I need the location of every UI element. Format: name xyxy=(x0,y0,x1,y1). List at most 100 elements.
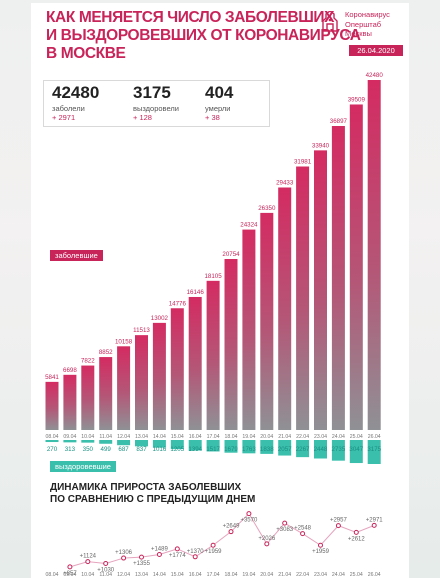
line-date-label: 21.04 xyxy=(278,572,291,578)
stat-infected-value: 42480 xyxy=(52,83,100,102)
line-date-label: 23.04 xyxy=(314,572,327,578)
recovered-value-label: 350 xyxy=(83,446,94,453)
increase-point xyxy=(103,560,109,566)
stat-infected: 42480 заболели + 2971 xyxy=(52,83,99,122)
recovered-bar xyxy=(81,440,95,443)
title-line-2: И ВЫЗДОРОВЕВШИХ ОТ КОРОНАВИРУСА xyxy=(46,27,361,44)
kremlin-logo-icon xyxy=(322,11,338,32)
recovered-bar xyxy=(242,440,256,454)
line-date-label: 10.04 xyxy=(81,572,94,578)
sick-bar xyxy=(349,104,363,430)
recovered-bar xyxy=(63,440,77,443)
sick-bar xyxy=(314,150,327,430)
date-label: 25.04 xyxy=(350,434,363,440)
recovered-bars xyxy=(45,440,381,464)
line-date-label: 25.04 xyxy=(350,572,363,578)
increase-label: +2612 xyxy=(348,536,366,542)
sick-bar xyxy=(331,125,345,430)
line-date-label: 16.04 xyxy=(189,572,202,578)
recovered-value-label: 2448 xyxy=(314,446,328,453)
recovered-bar xyxy=(224,440,238,453)
sick-value-label: 7822 xyxy=(81,358,95,365)
line-date-label: 22.04 xyxy=(296,572,309,578)
line-date-label: 20.04 xyxy=(260,572,273,578)
title-line-3: В МОСКВЕ xyxy=(46,45,126,62)
recovered-bar xyxy=(260,440,274,454)
stat-deaths-delta: + 38 xyxy=(205,113,220,122)
increase-point xyxy=(156,551,162,557)
recovered-value-label: 2057 xyxy=(278,446,292,453)
increase-point xyxy=(85,559,91,565)
sick-bar xyxy=(224,259,238,430)
increase-label: +1306 xyxy=(115,550,133,556)
recovered-bar xyxy=(278,440,292,456)
stat-deaths: 404 умерли + 38 xyxy=(205,83,233,122)
sick-value-label: 20754 xyxy=(222,251,240,258)
recovered-bar xyxy=(188,440,202,451)
recovered-bar xyxy=(170,440,184,450)
recovered-value-label: 1763 xyxy=(242,446,256,453)
increase-point xyxy=(246,511,252,517)
date-label: 19.04 xyxy=(242,434,255,440)
stat-deaths-label: умерли xyxy=(205,104,231,113)
increase-label: +1959 xyxy=(312,549,330,555)
date-label: 17.04 xyxy=(207,434,220,440)
sick-value-label: 6698 xyxy=(63,367,77,374)
increase-label: +1489 xyxy=(151,546,169,552)
recovered-value-labels: 270 313 350 499 687 837 1016 1205 1394 1517 1679 17… xyxy=(47,446,382,453)
increase-point xyxy=(67,564,73,570)
line-date-label: 09.04 xyxy=(63,572,76,578)
date-badge: 26.04.2020 xyxy=(349,45,403,56)
increase-label: +3570 xyxy=(240,518,258,524)
increase-label: +1959 xyxy=(205,549,223,555)
recovered-value-label: 3175 xyxy=(367,446,381,453)
recovered-bar xyxy=(296,440,310,458)
sick-value-label: 42480 xyxy=(366,72,384,79)
sick-bar xyxy=(367,80,381,430)
recovered-value-label: 2735 xyxy=(332,446,346,453)
date-label: 20.04 xyxy=(260,434,273,440)
recovered-bar xyxy=(331,440,345,461)
increase-point xyxy=(371,522,377,528)
line-date-label: 17.04 xyxy=(207,572,220,578)
date-label: 13.04 xyxy=(135,434,148,440)
date-label: 16.04 xyxy=(189,434,202,440)
sick-value-label: 36897 xyxy=(330,118,348,125)
recovered-value-label: 1016 xyxy=(153,446,167,453)
increase-label: +1030 xyxy=(97,567,115,573)
sick-bars xyxy=(45,80,381,431)
sick-bar xyxy=(188,296,202,430)
sick-value-label: 13002 xyxy=(151,315,169,322)
sick-bar xyxy=(63,374,77,430)
sick-value-label: 11513 xyxy=(133,327,150,334)
brand-line-3: Москвы xyxy=(345,29,372,38)
line-date-label: 13.04 xyxy=(135,572,148,578)
sick-value-label: 8852 xyxy=(99,349,113,356)
line-date-label: 26.04 xyxy=(368,572,381,578)
increase-label: +2026 xyxy=(258,536,276,542)
brand-line-1: Коронавирус xyxy=(345,10,390,19)
stat-infected-label: заболели xyxy=(52,104,85,113)
increase-line xyxy=(69,512,375,568)
sick-bar xyxy=(45,381,59,430)
recovered-value-label: 1394 xyxy=(188,446,202,453)
increase-label: +2649 xyxy=(223,524,241,530)
increase-label: +2971 xyxy=(366,517,384,523)
date-label: 18.04 xyxy=(225,434,238,440)
line-date-label: 14.04 xyxy=(153,572,166,578)
recovered-value-label: 1838 xyxy=(260,446,274,453)
date-label: 23.04 xyxy=(314,434,327,440)
recovered-bar xyxy=(349,440,363,464)
line-date-label: 11.04 xyxy=(99,572,112,578)
date-label: 22.04 xyxy=(296,434,309,440)
stat-infected-delta: + 2971 xyxy=(52,113,76,122)
sick-value-label: 24324 xyxy=(240,222,258,229)
increase-label: +1774 xyxy=(169,553,187,559)
sick-bar xyxy=(206,280,220,430)
recovered-bar xyxy=(314,440,327,459)
recovered-bar xyxy=(135,440,148,447)
recovered-value-label: 837 xyxy=(136,446,147,453)
recovered-value-label: 2267 xyxy=(296,446,310,453)
sick-value-label: 10158 xyxy=(115,338,133,345)
